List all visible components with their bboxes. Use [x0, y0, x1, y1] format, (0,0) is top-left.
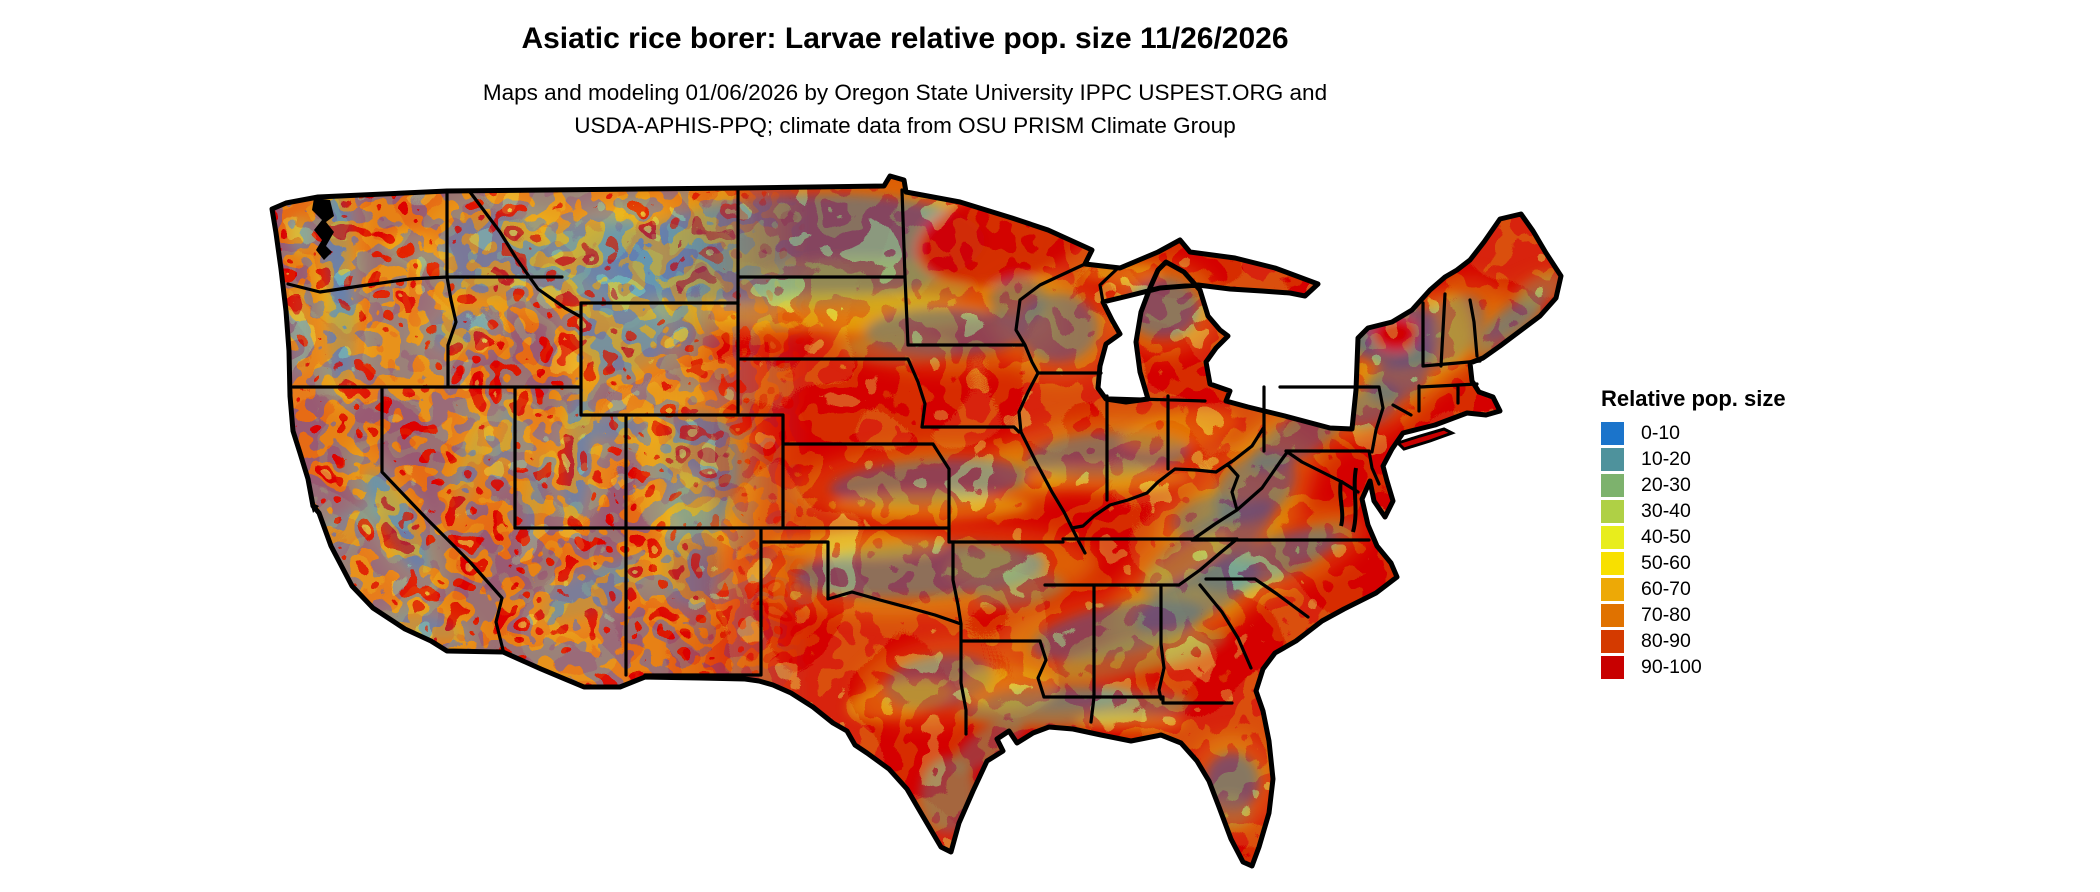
legend-item: 30-40 [1601, 498, 1786, 524]
subtitle-line-2: USDA-APHIS-PPQ; climate data from OSU PR… [574, 113, 1236, 138]
legend-item: 0-10 [1601, 420, 1786, 446]
legend-label: 20-30 [1641, 473, 1691, 496]
legend-label: 0-10 [1641, 421, 1681, 444]
legend-swatch-icon [1601, 577, 1624, 601]
legend-swatch-icon [1601, 525, 1624, 549]
legend-label: 60-70 [1641, 577, 1691, 600]
long-island [1395, 427, 1456, 451]
legend-label: 70-80 [1641, 603, 1691, 626]
legend-item: 60-70 [1601, 576, 1786, 602]
puget-sound [312, 198, 334, 260]
san-francisco-bay [310, 502, 319, 513]
page-subtitle: Maps and modeling 01/06/2026 by Oregon S… [0, 76, 1810, 142]
legend-item: 20-30 [1601, 472, 1786, 498]
legend-swatch-icon [1601, 499, 1624, 523]
legend-swatch-icon [1601, 473, 1624, 497]
legend-rows: 0-10 10-20 20-30 30-40 40-50 50-60 60-70 70-80 8… [1601, 420, 1786, 680]
legend-swatch-icon [1601, 551, 1624, 575]
legend-label: 50-60 [1641, 551, 1691, 574]
legend-label: 10-20 [1641, 447, 1691, 470]
legend-item: 40-50 [1601, 524, 1786, 550]
legend-title: Relative pop. size [1601, 386, 1786, 411]
legend-swatch-icon [1601, 629, 1624, 653]
legend-swatch-icon [1601, 603, 1624, 627]
legend-item: 80-90 [1601, 628, 1786, 654]
subtitle-line-1: Maps and modeling 01/06/2026 by Oregon S… [482, 80, 1328, 105]
legend-swatch-icon [1601, 447, 1624, 471]
legend-label: 40-50 [1641, 525, 1691, 548]
legend-label: 80-90 [1641, 629, 1691, 652]
legend-swatch-icon [1601, 655, 1624, 679]
legend: Relative pop. size 0-10 10-20 20-30 30-40 40… [1601, 386, 1786, 680]
legend-item: 50-60 [1601, 550, 1786, 576]
raster-heatmap [272, 176, 1561, 866]
map-noise-west [272, 185, 810, 710]
page-title: Asiatic rice borer: Larvae relative pop.… [521, 22, 1289, 55]
legend-swatch-icon [1601, 421, 1624, 445]
legend-item: 70-80 [1601, 602, 1786, 628]
legend-item: 10-20 [1601, 446, 1786, 472]
legend-label: 90-100 [1641, 655, 1702, 678]
chesapeake-bay [1338, 467, 1358, 533]
legend-item: 90-100 [1601, 654, 1786, 680]
legend-label: 30-40 [1641, 499, 1691, 522]
state-borders [286, 186, 1482, 736]
